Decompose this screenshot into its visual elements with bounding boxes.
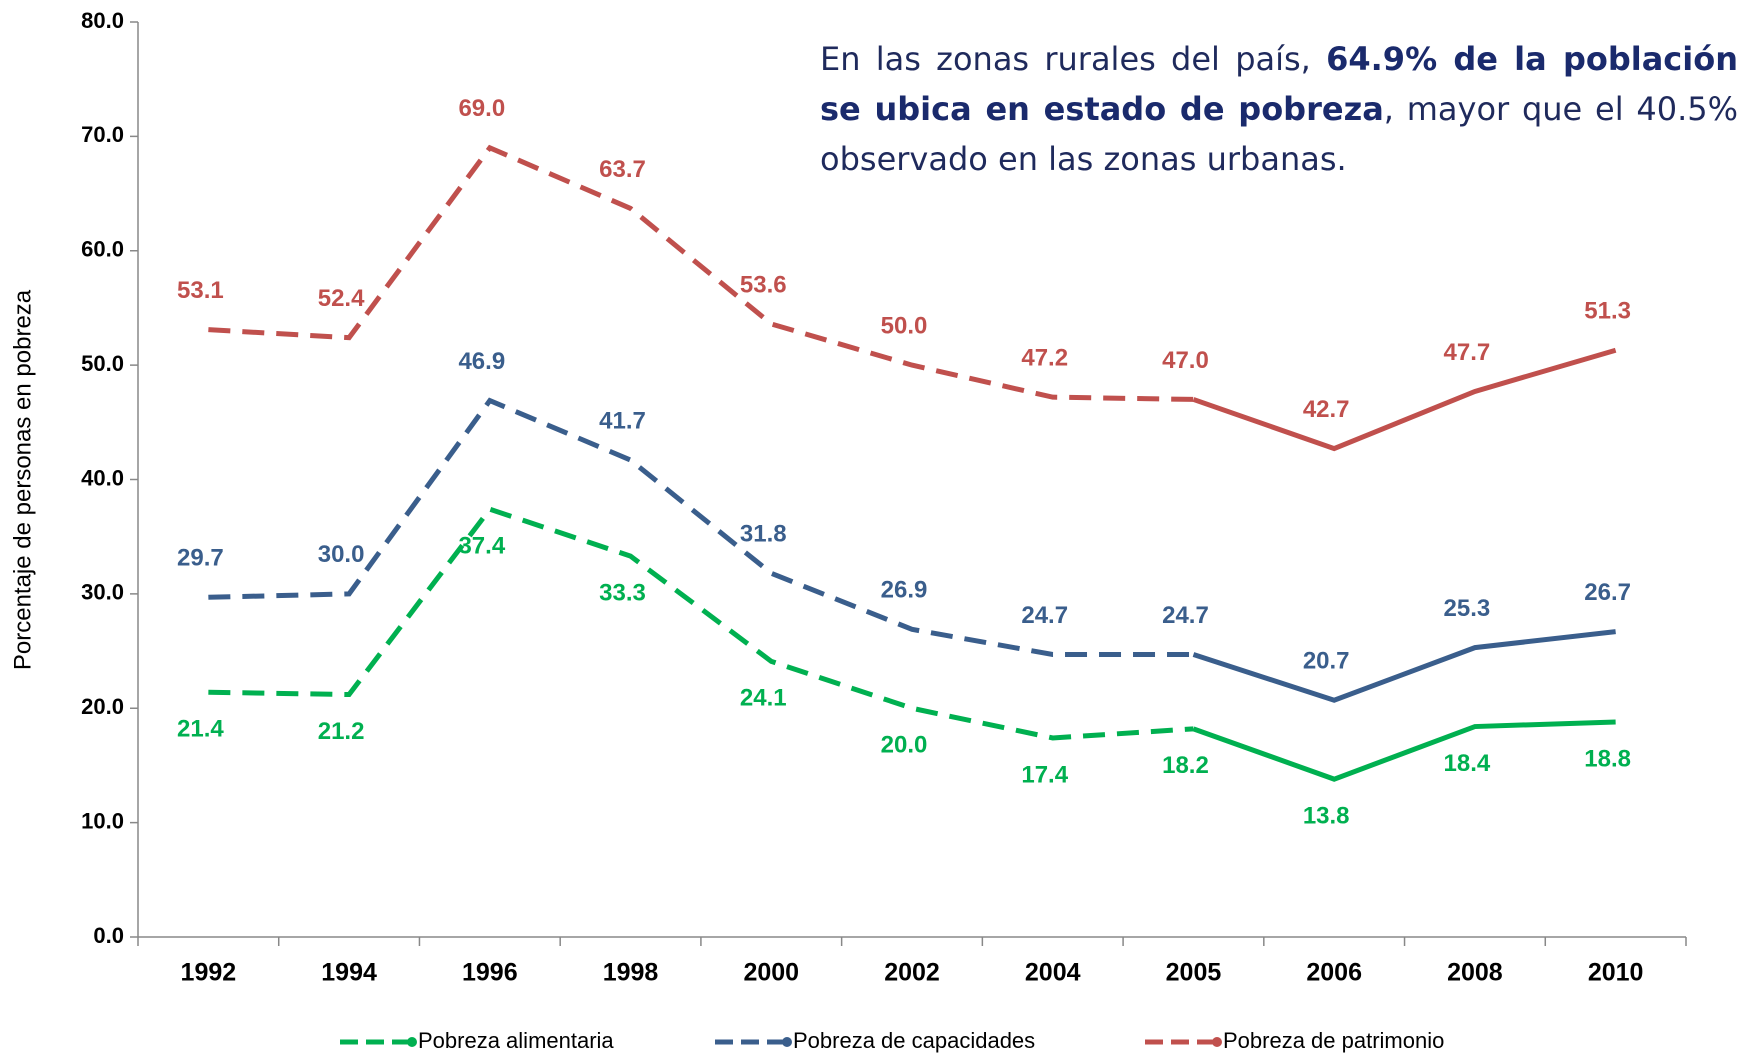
line: [1192, 347, 1617, 452]
data-label: 26.9: [881, 577, 928, 604]
data-label: 20.0: [881, 732, 928, 759]
line: [1192, 629, 1616, 703]
data-label: 41.7: [599, 407, 646, 434]
y-tick-label: 0.0: [93, 923, 124, 948]
data-label: 13.8: [1303, 803, 1350, 830]
legend-label: Pobreza de capacidades: [793, 1028, 1035, 1053]
x-tick-label: 2000: [743, 959, 799, 987]
data-label: 63.7: [599, 156, 646, 183]
y-tick-label: 10.0: [81, 808, 124, 833]
y-axis-label: Porcentaje de personas en pobreza: [9, 289, 36, 670]
x-tick-label: 2006: [1306, 959, 1362, 987]
data-label: 53.6: [740, 271, 787, 298]
line: [208, 397, 1194, 657]
legend-label: Pobreza alimentaria: [418, 1028, 614, 1053]
line: [1192, 719, 1616, 782]
data-label: 20.7: [1303, 648, 1350, 675]
data-label: 52.4: [318, 285, 365, 312]
y-tick-label: 30.0: [81, 580, 124, 605]
data-label: 21.2: [318, 718, 365, 745]
data-label: 37.4: [458, 533, 505, 560]
data-label: 26.7: [1584, 579, 1631, 606]
data-label: 18.8: [1584, 745, 1631, 772]
data-label: 18.2: [1162, 752, 1209, 779]
data-label: 47.7: [1444, 339, 1491, 366]
data-label: 29.7: [177, 545, 224, 572]
data-label: 18.4: [1444, 750, 1491, 777]
legend-swatch: [407, 1037, 417, 1047]
data-label: 46.9: [458, 348, 505, 375]
data-label: 42.7: [1303, 396, 1350, 423]
x-tick-label: 1992: [181, 959, 237, 987]
y-tick-label: 70.0: [81, 122, 124, 147]
x-tick-label: 2005: [1166, 959, 1222, 987]
x-tick-label: 1998: [603, 959, 659, 987]
y-tick-label: 80.0: [81, 8, 124, 33]
data-label: 24.1: [740, 685, 787, 712]
annotation-text: En las zonas rurales del país,: [820, 40, 1327, 78]
data-label: 33.3: [599, 579, 646, 606]
data-label: 51.3: [1584, 298, 1631, 325]
x-tick-label: 1994: [321, 959, 377, 987]
data-label: 47.2: [1021, 344, 1068, 371]
y-tick-label: 60.0: [81, 237, 124, 262]
line: [208, 506, 1194, 741]
x-tick-label: 2004: [1025, 959, 1081, 987]
x-tick-label: 2008: [1447, 959, 1503, 987]
legend-swatch: [1212, 1037, 1222, 1047]
annotation-text: , mayor que el 40.5% observado en las zo…: [820, 90, 1739, 178]
x-tick-label: 2002: [884, 959, 940, 987]
y-tick-label: 40.0: [81, 465, 124, 490]
y-tick-label: 20.0: [81, 694, 124, 719]
data-label: 17.4: [1021, 761, 1068, 788]
line: [208, 144, 1194, 402]
data-label: 21.4: [177, 716, 224, 743]
data-label: 25.3: [1444, 595, 1491, 622]
data-label: 24.7: [1021, 602, 1068, 629]
data-label: 50.0: [881, 312, 928, 339]
data-label: 24.7: [1162, 602, 1209, 629]
y-tick-label: 50.0: [81, 351, 124, 376]
annotation: En las zonas rurales del país, 64.9% de …: [820, 34, 1738, 184]
data-label: 69.0: [458, 95, 505, 122]
x-tick-label: 1996: [462, 959, 518, 987]
data-label: 31.8: [740, 521, 787, 548]
legend-label: Pobreza de patrimonio: [1223, 1028, 1444, 1053]
data-label: 53.1: [177, 277, 224, 304]
annotation-bold: 64.9% de la población se ubica en estado…: [820, 40, 1739, 128]
data-label: 30.0: [318, 541, 365, 568]
data-label: 47.0: [1162, 347, 1209, 374]
legend-swatch: [782, 1037, 792, 1047]
x-tick-label: 2010: [1588, 959, 1644, 987]
